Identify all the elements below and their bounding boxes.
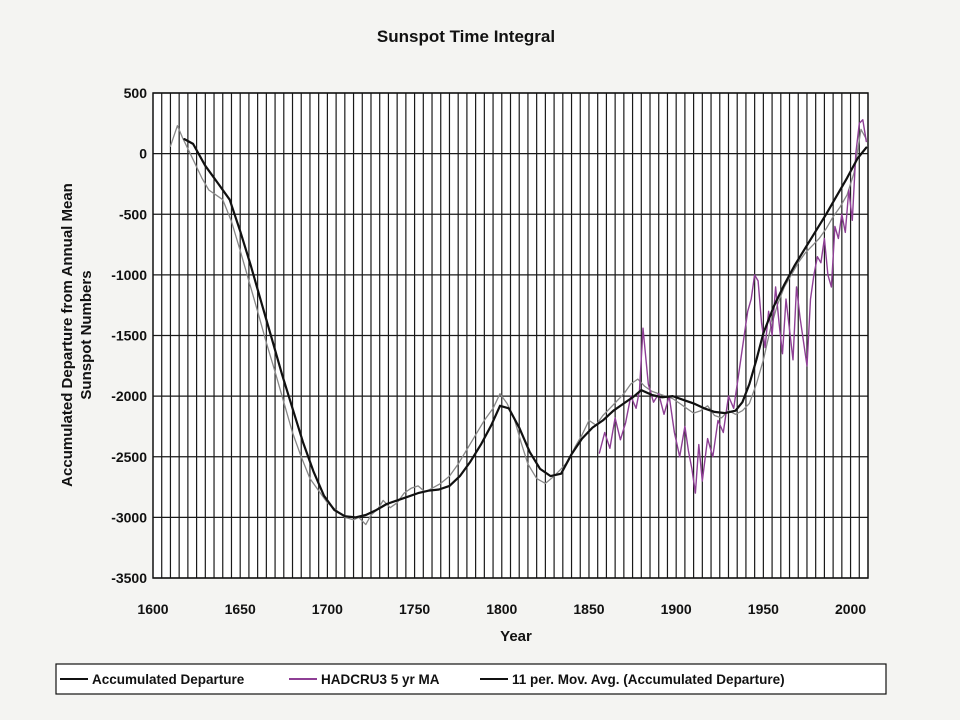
chart-title: Sunspot Time Integral <box>377 27 555 46</box>
y-tick-label: -2000 <box>111 388 147 404</box>
legend-label-accumulated-departure: Accumulated Departure <box>92 672 245 687</box>
x-tick-label: 1600 <box>137 601 168 617</box>
y-tick-label: -3000 <box>111 509 147 525</box>
legend-label-moving-average: 11 per. Mov. Avg. (Accumulated Departure… <box>512 672 785 687</box>
y-axis-title: Accumulated Departure from Annual Mean S… <box>59 183 95 487</box>
x-axis-title: Year <box>500 628 532 645</box>
x-tick-label: 2000 <box>835 601 866 617</box>
series-11-per-moving-average <box>183 138 868 519</box>
x-tick-label: 1750 <box>399 601 430 617</box>
y-axis-title-line-2: Sunspot Numbers <box>78 270 95 399</box>
legend-label-hadcru3: HADCRU3 5 yr MA <box>321 672 440 687</box>
y-axis-title-line-1: Accumulated Departure from Annual Mean <box>59 183 76 487</box>
x-tick-label: 1900 <box>661 601 692 617</box>
plot-frame <box>152 92 869 579</box>
x-tick-label: 1800 <box>486 601 517 617</box>
legend-box <box>55 663 887 695</box>
y-tick-label: 0 <box>139 146 147 162</box>
series-accumulated-departure <box>169 125 867 526</box>
x-tick-labels: 1600 1650 1700 1750 1800 1850 1900 1950 2000 <box>137 601 866 617</box>
y-tick-label: -500 <box>119 206 147 222</box>
series-lines <box>169 119 868 526</box>
x-tick-label: 1700 <box>312 601 343 617</box>
y-tick-label: 500 <box>124 85 148 101</box>
series-hadcru3-5yr-ma <box>598 119 867 494</box>
x-tick-label: 1950 <box>748 601 779 617</box>
x-tick-label: 1650 <box>225 601 256 617</box>
y-tick-label: -1000 <box>111 267 147 283</box>
legend: Accumulated Departure HADCRU3 5 yr MA 11… <box>55 663 887 695</box>
x-tick-label: 1850 <box>573 601 604 617</box>
y-tick-label: -2500 <box>111 449 147 465</box>
y-tick-label: -3500 <box>111 570 147 586</box>
y-tick-label: -1500 <box>111 328 147 344</box>
y-tick-labels: 500 0 -500 -1000 -1500 -2000 -2500 -3000 -3500 <box>111 85 147 586</box>
